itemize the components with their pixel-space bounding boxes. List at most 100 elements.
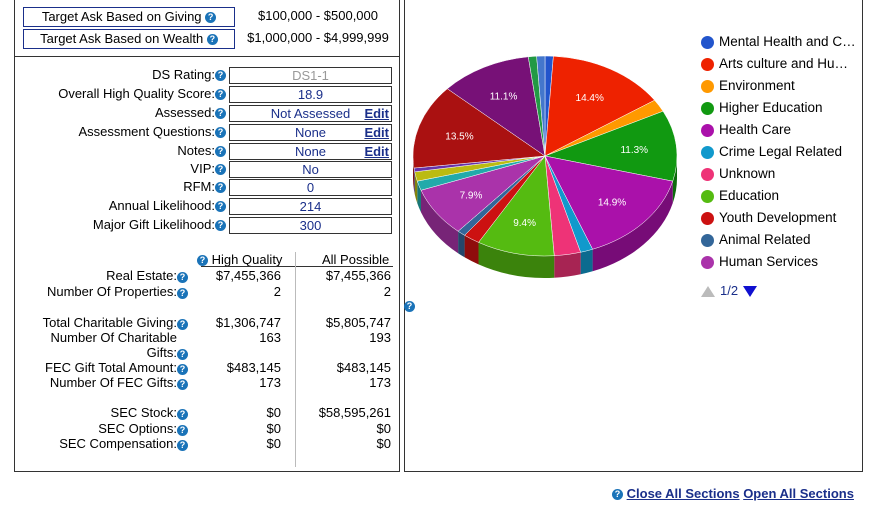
stat-label: Real Estate:: [106, 268, 177, 283]
col-high-quality-header: ? High Quality: [197, 252, 282, 267]
stat-label: Number Of Properties:: [46, 284, 177, 299]
legend-swatch-icon: [701, 80, 714, 93]
stat-high-quality-value: 163: [259, 330, 281, 345]
help-icon[interactable]: ?: [215, 182, 226, 193]
help-icon[interactable]: ?: [177, 425, 188, 436]
pie-slice-side: [420, 190, 459, 254]
giving-pie-chart[interactable]: 14.4% 11.3% 14.9% 9.4% 7.9% 13.5% 11.1%: [405, 36, 695, 326]
field-value: 214: [299, 199, 322, 214]
field-value-box: 0: [229, 179, 392, 196]
field-value: Not Assessed: [270, 106, 351, 121]
pie-slice[interactable]: [412, 88, 546, 169]
field-value-box: DS1-1: [229, 67, 392, 84]
previous-page-arrow-icon[interactable]: [701, 286, 715, 297]
pie-slice[interactable]: [536, 55, 546, 157]
help-icon[interactable]: ?: [177, 272, 188, 283]
field-value: 300: [299, 218, 322, 233]
target-ask-giving-label: Target Ask Based on Giving ?: [23, 7, 235, 27]
target-ask-wealth-value: $1,000,000 - $4,999,999: [247, 30, 389, 45]
help-icon[interactable]: ?: [205, 12, 217, 24]
pie-slice[interactable]: [544, 110, 678, 182]
pie-slice-side: [478, 242, 555, 278]
field-value-box: 214: [229, 198, 392, 215]
help-icon[interactable]: ?: [215, 127, 226, 138]
chart-panel: 14.4% 11.3% 14.9% 9.4% 7.9% 13.5% 11.1% Mental…: [404, 0, 863, 472]
legend-item[interactable]: Education: [701, 188, 863, 206]
legend-item[interactable]: Mental Health and C…: [701, 34, 863, 52]
stat-high-quality-value: $0: [266, 421, 281, 436]
legend-item[interactable]: Health Care: [701, 122, 863, 140]
field-value-box[interactable]: Not Assessed Edit: [229, 105, 392, 122]
help-icon[interactable]: ?: [215, 70, 226, 81]
legend-item[interactable]: Animal Related: [701, 232, 863, 250]
stat-high-quality-value: $1,306,747: [215, 315, 281, 330]
help-icon[interactable]: ?: [177, 364, 188, 375]
pie-slice[interactable]: [544, 55, 655, 157]
open-all-sections-link[interactable]: Open All Sections: [743, 486, 854, 501]
stat-label: Number Of Charitable Gifts:: [50, 330, 177, 360]
help-icon[interactable]: ?: [404, 301, 415, 312]
help-icon[interactable]: ?: [177, 409, 188, 420]
target-ask-wealth-label: Target Ask Based on Wealth ?: [23, 29, 235, 49]
field-value-box[interactable]: None Edit: [229, 143, 392, 160]
help-icon[interactable]: ?: [206, 34, 218, 46]
edit-link[interactable]: Edit: [364, 106, 389, 121]
legend-swatch-icon: [701, 212, 714, 225]
legend-swatch-icon: [701, 58, 714, 71]
legend-label: Crime Legal Related: [719, 144, 843, 159]
legend-page-indicator: 1/2: [720, 283, 739, 298]
pie-slice-label: 13.5%: [445, 131, 473, 142]
legend-item[interactable]: Crime Legal Related: [701, 144, 863, 162]
field-label: Notes:: [177, 143, 215, 158]
header-underline: [201, 266, 393, 267]
field-label: Overall High Quality Score:: [58, 86, 215, 101]
field-label: Assessed:: [155, 105, 215, 120]
stat-all-possible-value: 193: [369, 330, 391, 345]
pie-slice[interactable]: [478, 155, 555, 257]
legend-swatch-icon: [701, 190, 714, 203]
pie-slice[interactable]: [446, 56, 546, 157]
help-icon[interactable]: ?: [177, 349, 188, 360]
help-icon[interactable]: ?: [215, 89, 226, 100]
help-icon[interactable]: ?: [215, 220, 226, 231]
column-divider: [295, 252, 296, 467]
next-page-arrow-icon[interactable]: [743, 286, 757, 297]
stat-label: Total Charitable Giving:: [42, 315, 177, 330]
legend-swatch-icon: [701, 234, 714, 247]
legend-item[interactable]: Human Services: [701, 254, 863, 272]
pie-slice-side: [458, 231, 465, 258]
section-links: ? Close All Sections Open All Sections: [612, 486, 854, 501]
field-value: No: [302, 162, 319, 177]
field-value: None: [294, 144, 327, 159]
pie-slice[interactable]: [544, 155, 674, 250]
close-all-sections-link[interactable]: Close All Sections: [626, 486, 740, 501]
field-label: Annual Likelihood:: [108, 198, 215, 213]
field-label: RFM:: [183, 179, 215, 194]
help-icon[interactable]: ?: [215, 164, 226, 175]
col-all-possible-header: All Possible: [322, 252, 390, 267]
help-icon[interactable]: ?: [177, 440, 188, 451]
edit-link[interactable]: Edit: [364, 144, 389, 159]
legend-item[interactable]: Environment: [701, 78, 863, 96]
stat-all-possible-value: $5,805,747: [325, 315, 391, 330]
help-icon[interactable]: ?: [177, 379, 188, 390]
help-icon[interactable]: ?: [215, 108, 226, 119]
help-icon[interactable]: ?: [197, 255, 208, 267]
legend-item[interactable]: Unknown: [701, 166, 863, 184]
edit-link[interactable]: Edit: [364, 125, 389, 140]
help-icon[interactable]: ?: [177, 288, 188, 299]
stat-all-possible-value: 2: [383, 284, 391, 299]
legend-swatch-icon: [701, 124, 714, 137]
legend-swatch-icon: [701, 102, 714, 115]
help-icon[interactable]: ?: [215, 201, 226, 212]
help-icon[interactable]: ?: [215, 146, 226, 157]
help-icon[interactable]: ?: [177, 319, 188, 330]
field-value: None: [294, 125, 327, 140]
help-icon[interactable]: ?: [612, 489, 623, 501]
legend-item[interactable]: Higher Education: [701, 100, 863, 118]
legend-item[interactable]: Arts culture and Hu…: [701, 56, 863, 74]
field-label: VIP:: [190, 161, 215, 176]
legend-item[interactable]: Youth Development: [701, 210, 863, 228]
pie-slice-label: 11.1%: [490, 92, 518, 103]
field-value-box[interactable]: None Edit: [229, 124, 392, 141]
